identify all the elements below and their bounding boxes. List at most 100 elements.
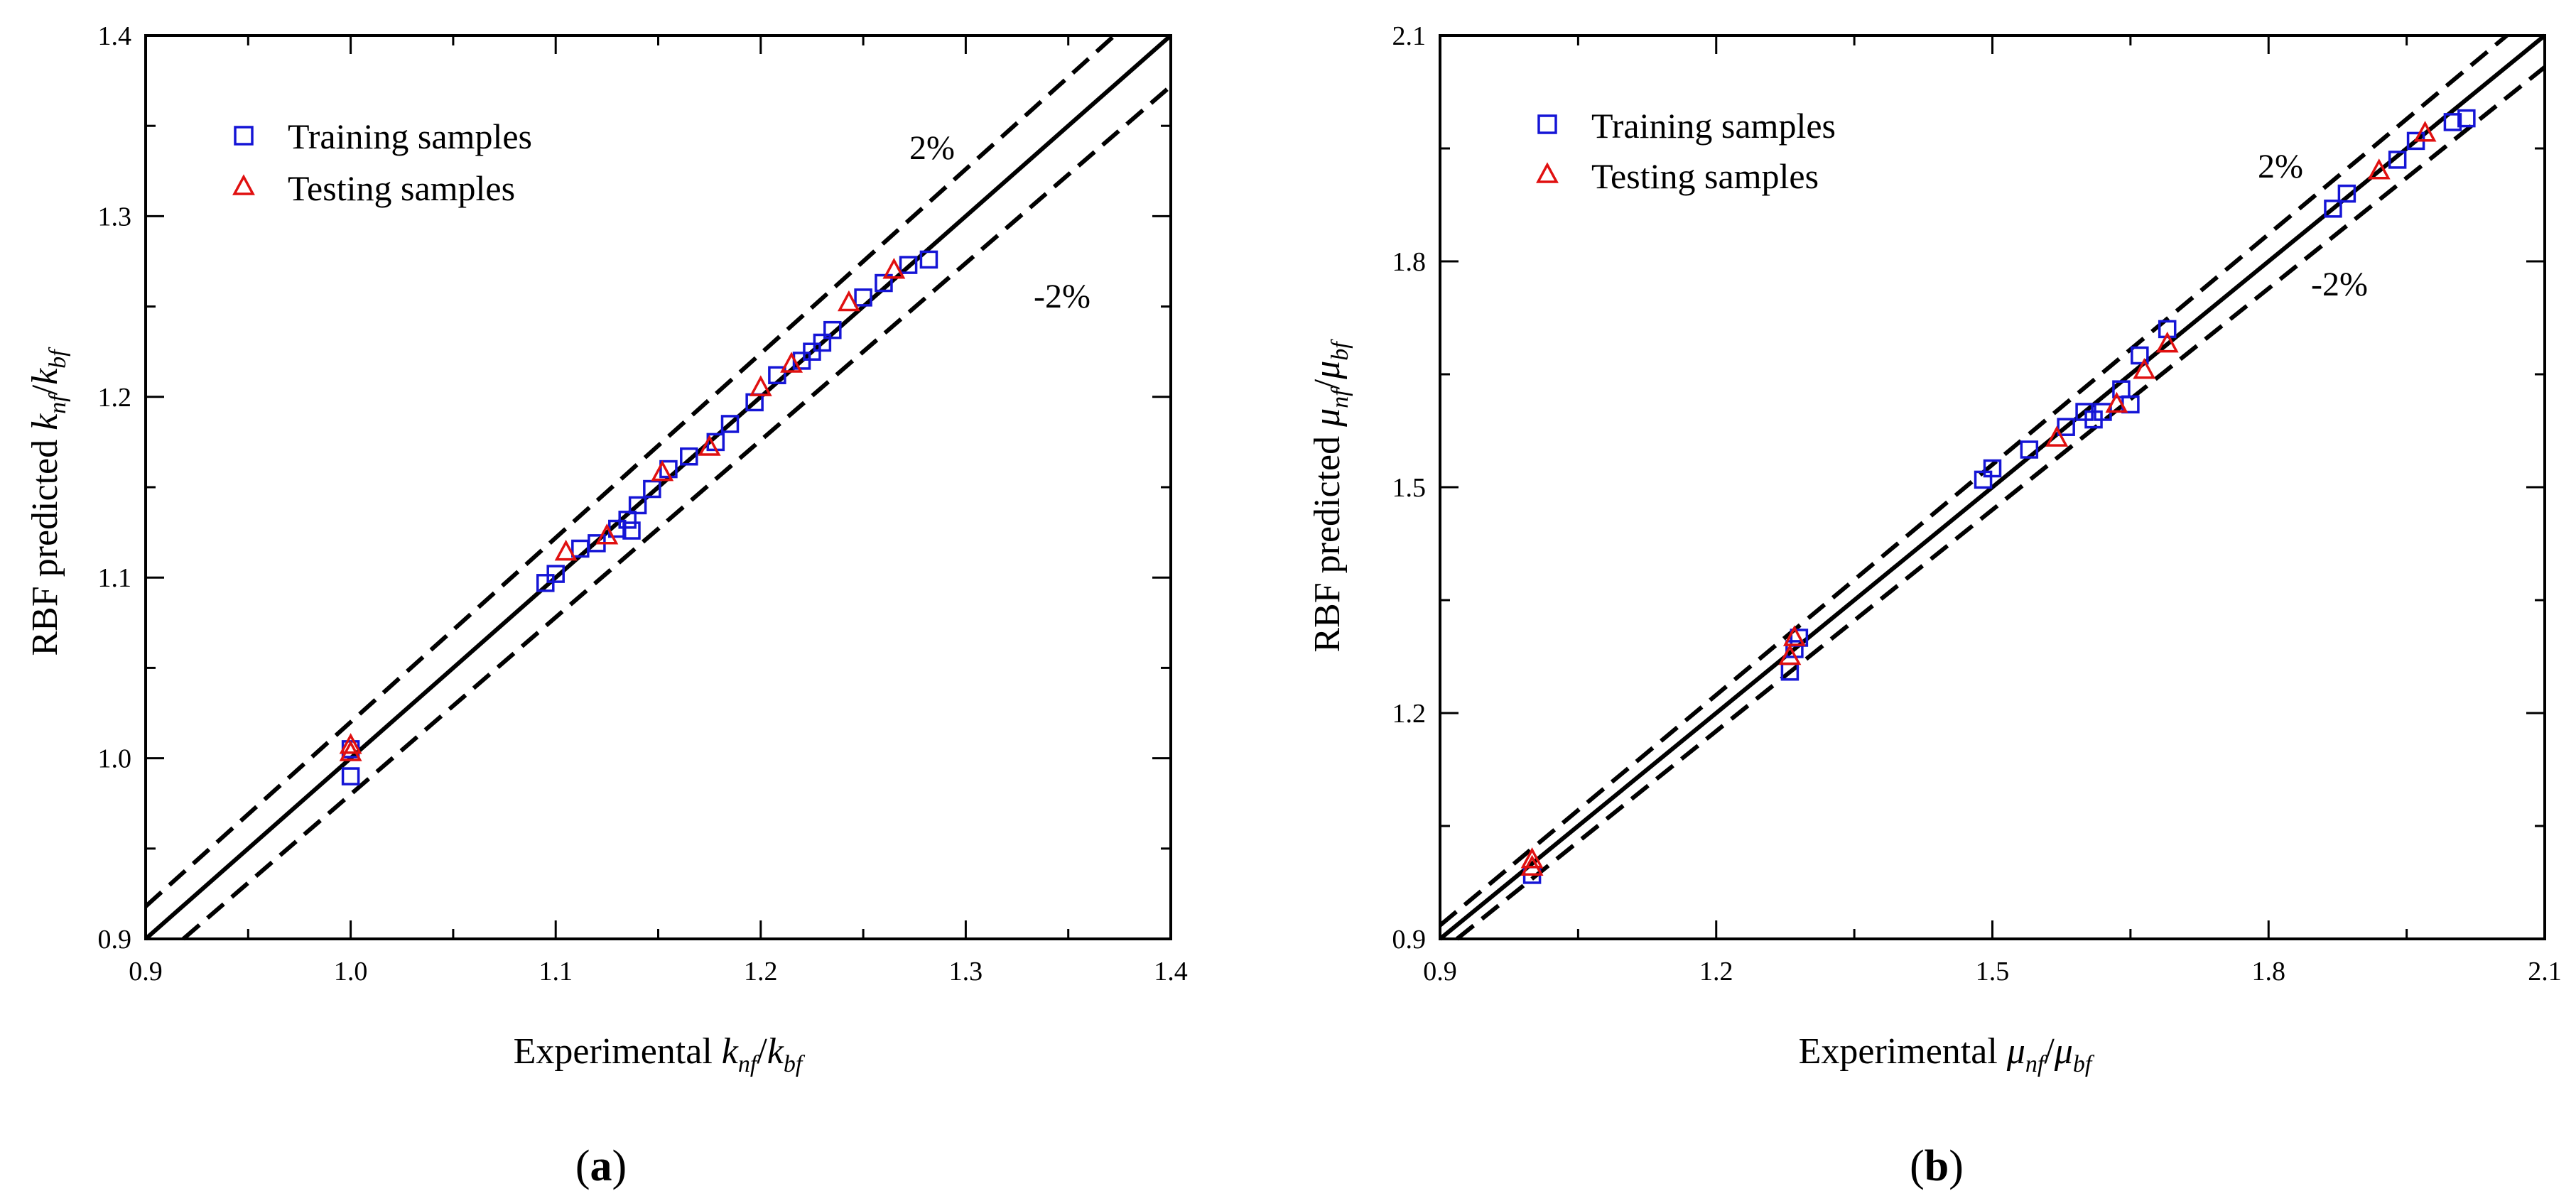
- testing-point: [2105, 391, 2128, 413]
- legend-training-marker: [234, 126, 254, 146]
- training-point: [2388, 151, 2407, 169]
- y-tick-label: 1.2: [98, 383, 132, 413]
- testing-point: [1782, 625, 1806, 646]
- testing-point: [1520, 847, 1544, 869]
- x-tick-label: 2.1: [2528, 957, 2562, 986]
- testing-point: [1778, 643, 1802, 665]
- panel-b-data-points: [1520, 109, 2476, 884]
- y-tick-label: 2.1: [1392, 21, 1427, 51]
- training-point: [628, 496, 647, 515]
- panel-b-y-axis-label: RBF predicted μnf/μbf: [1307, 339, 1353, 653]
- panel-a-plot-frame: [144, 34, 1172, 940]
- legend-training-label: Training samples: [1591, 106, 1836, 146]
- training-point: [823, 320, 842, 339]
- testing-point: [2133, 358, 2156, 379]
- testing-point: [2367, 158, 2391, 180]
- panel-a-label: (a): [575, 1142, 627, 1190]
- testing-point: [2413, 121, 2437, 142]
- training-point: [618, 511, 637, 529]
- training-point: [680, 447, 698, 466]
- training-point: [659, 460, 678, 479]
- panel-a-minus-2pct-label: -2%: [1034, 278, 1091, 315]
- training-point: [2057, 418, 2075, 436]
- training-point: [2131, 346, 2149, 365]
- y-tick-label: 1.1: [98, 563, 132, 593]
- y-tick-label: 0.9: [98, 925, 132, 955]
- training-point: [2020, 440, 2039, 459]
- y-tick-label: 1.4: [98, 21, 132, 51]
- training-point: [899, 256, 918, 274]
- training-point: [622, 521, 641, 540]
- panel-a-y-axis-label: RBF predicted knf/kbf: [25, 347, 71, 656]
- panel-a-tick-labels: 0.9 1.0 1.1 1.2 1.3 1.4 0.9 1.0 1.1 1.2 1.3 1.4: [98, 21, 1188, 986]
- x-tick-label: 1.2: [1699, 957, 1733, 986]
- testing-point: [780, 352, 803, 373]
- panel-a-legend: Training samples Testing samples: [232, 116, 532, 208]
- testing-point: [339, 740, 362, 761]
- legend-testing-marker: [232, 174, 255, 195]
- testing-point: [595, 523, 619, 545]
- training-point: [1983, 459, 2002, 478]
- testing-point: [882, 258, 906, 279]
- testing-point: [651, 460, 674, 482]
- training-point: [1974, 470, 1993, 489]
- panel-a-data-points: [339, 250, 938, 785]
- x-tick-label: 1.2: [744, 957, 778, 986]
- x-tick-label: 0.9: [129, 957, 163, 986]
- training-point: [643, 479, 661, 499]
- training-point: [2443, 113, 2462, 131]
- panel-a-plus-2pct-label: 2%: [909, 129, 955, 167]
- panel-b-x-axis-label: Experimental μnf/μbf: [1799, 1031, 2095, 1077]
- legend-testing-label: Testing samples: [1591, 156, 1819, 196]
- panel-b-reference-lines: [1439, 33, 2546, 941]
- y-tick-label: 1.2: [1392, 699, 1427, 729]
- training-point: [341, 767, 360, 785]
- testing-point: [837, 290, 860, 312]
- y-tick-label: 1.0: [98, 744, 132, 774]
- training-point: [2324, 200, 2342, 218]
- panel-b-legend: Training samples Testing samples: [1536, 106, 1836, 196]
- panel-b-tick-labels: 0.9 1.2 1.5 1.8 2.1 0.9 1.2 1.5 1.8 2.1: [1392, 21, 2562, 986]
- testing-point: [2155, 331, 2179, 353]
- testing-point: [1520, 854, 1544, 876]
- testing-point: [554, 539, 578, 561]
- training-point: [919, 250, 938, 269]
- panel-b-plus-2pct-label: 2%: [2258, 148, 2303, 185]
- panel-a-ticks: [144, 34, 1172, 940]
- legend-training-marker: [1537, 114, 1557, 134]
- panel-b-minus-2pct-label: -2%: [2311, 266, 2368, 303]
- testing-point: [2045, 425, 2069, 447]
- panel-a: 0.9 1.0 1.1 1.2 1.3 1.4 0.9 1.0 1.1 1.2 1.3 1.4 Tra…: [25, 21, 1188, 1190]
- x-tick-label: 1.0: [334, 957, 368, 986]
- x-tick-label: 1.5: [1976, 957, 2010, 986]
- x-tick-label: 1.8: [2252, 957, 2286, 986]
- x-tick-label: 1.1: [539, 957, 573, 986]
- y-tick-label: 0.9: [1392, 925, 1427, 955]
- training-point: [854, 288, 872, 307]
- testing-point: [749, 375, 772, 396]
- panel-b-plot-frame: [1439, 34, 2546, 940]
- training-point: [720, 415, 740, 433]
- panel-b: 0.9 1.2 1.5 1.8 2.1 0.9 1.2 1.5 1.8 2.1 Training …: [1307, 21, 2562, 1190]
- reference-line-minus-2pct: [182, 84, 1172, 941]
- training-point: [2337, 184, 2356, 203]
- panel-a-reference-lines: [144, 33, 1172, 941]
- panel-a-x-axis-label: Experimental knf/kbf: [514, 1031, 806, 1077]
- reference-line-plus-2pct: [144, 33, 1116, 908]
- testing-point: [698, 435, 721, 456]
- reference-line-plus-2pct: [1439, 33, 2509, 928]
- panel-b-ticks: [1439, 34, 2546, 940]
- training-point: [768, 366, 786, 385]
- y-tick-label: 1.3: [98, 202, 132, 232]
- x-tick-label: 0.9: [1423, 957, 1457, 986]
- y-tick-label: 1.5: [1392, 473, 1427, 503]
- legend-training-label: Training samples: [288, 116, 532, 156]
- reference-line-1to1: [1439, 33, 2546, 941]
- training-point: [2112, 380, 2131, 398]
- panel-b-label: (b): [1910, 1142, 1964, 1190]
- y-tick-label: 1.8: [1392, 247, 1427, 277]
- training-point: [2158, 320, 2177, 339]
- training-point: [546, 565, 565, 583]
- testing-point: [339, 733, 362, 754]
